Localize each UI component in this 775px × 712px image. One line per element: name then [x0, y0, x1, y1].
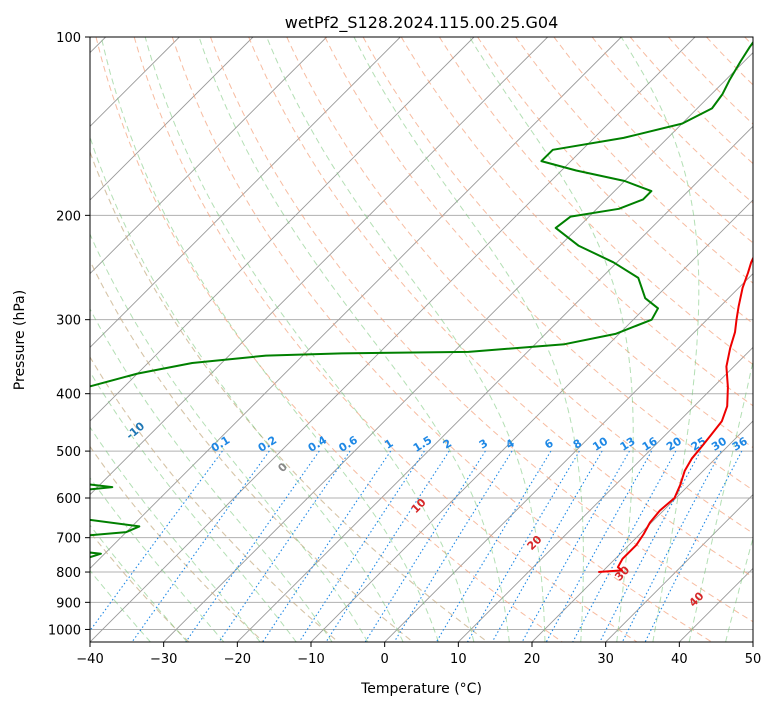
x-tick-label: 50 — [745, 652, 762, 667]
y-tick-label: 600 — [56, 492, 81, 507]
x-tick-label: 30 — [597, 652, 614, 667]
y-tick-label: 100 — [56, 31, 81, 46]
x-tick-label: 40 — [671, 652, 688, 667]
x-tick-label: −40 — [76, 652, 103, 667]
y-axis-label: Pressure (hPa) — [12, 290, 28, 390]
chart-title: wetPf2_S128.2024.115.00.25.G04 — [285, 13, 559, 33]
y-tick-label: 800 — [56, 566, 81, 581]
y-tick-label: 900 — [56, 596, 81, 611]
y-tick-label: 500 — [56, 445, 81, 460]
x-tick-label: 0 — [381, 652, 389, 667]
y-tick-label: 200 — [56, 209, 81, 224]
y-tick-label: 1000 — [48, 623, 81, 638]
y-tick-label: 300 — [56, 314, 81, 329]
x-tick-label: 20 — [524, 652, 541, 667]
x-tick-label: −20 — [224, 652, 251, 667]
x-axis-label: Temperature (°C) — [360, 681, 482, 697]
x-tick-label: −10 — [297, 652, 324, 667]
x-tick-label: 10 — [450, 652, 467, 667]
y-tick-label: 400 — [56, 388, 81, 403]
x-tick-label: −30 — [150, 652, 177, 667]
y-tick-label: 700 — [56, 532, 81, 547]
